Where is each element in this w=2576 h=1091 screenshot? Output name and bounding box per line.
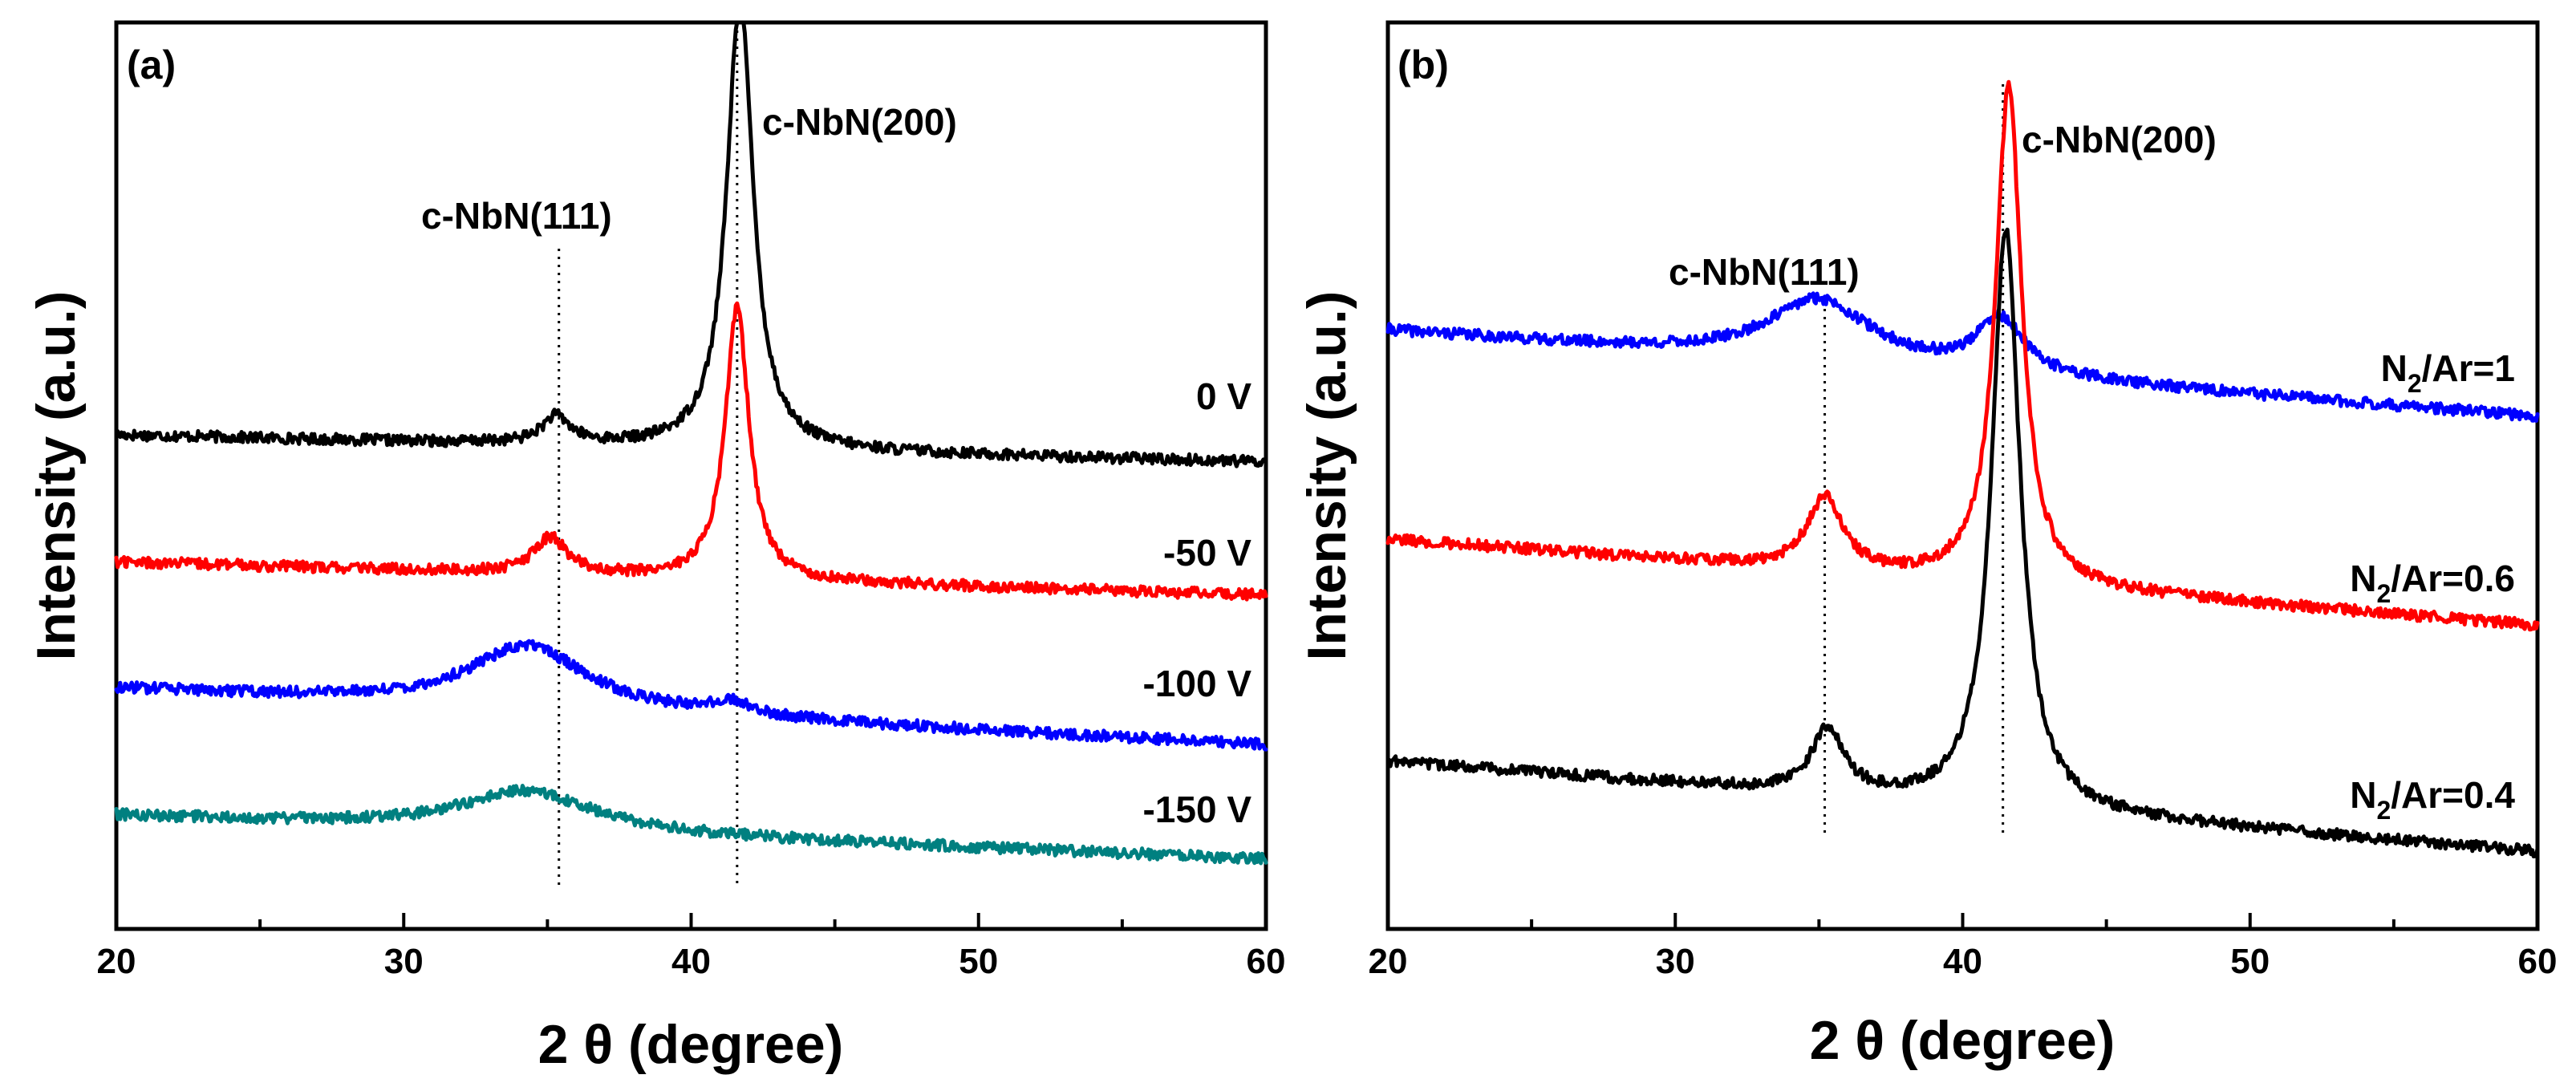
series-label-main: N [2350, 558, 2376, 599]
series-label-n2ar-06: N2/Ar=0.6 [2350, 558, 2515, 608]
series-label-0v: 0 V [1196, 375, 1251, 417]
series-label-150v: -150 V [1142, 789, 1251, 830]
x-tick-label: 60 [1247, 942, 1286, 981]
series-label-subscript: 2 [2376, 579, 2391, 608]
series-label-n2ar-04: N2/Ar=0.4 [2350, 774, 2515, 825]
series-trace [114, 784, 1268, 866]
series-label-main: N [2350, 774, 2376, 816]
series-trace [1385, 291, 2540, 423]
panel-label: (b) [1398, 43, 1449, 87]
panel-b: 20 30 40 50 60 (b) c-NbN(111) c-NbN(200) N2/… [1296, 20, 2558, 1071]
x-tick-label: 40 [1943, 942, 1982, 981]
x-tick-label: 50 [2230, 942, 2270, 981]
x-axis-label: 2 θ (degree) [1810, 1010, 2116, 1071]
series-label-50v: -50 V [1163, 532, 1251, 574]
series-trace [114, 301, 1268, 602]
panel-a: 20 30 40 50 60 (a) c-NbN(111) c-NbN(200) 0 V… [26, 20, 1286, 1075]
series-label-rest: /Ar=1 [2422, 347, 2515, 389]
series-label-subscript: 2 [2408, 369, 2422, 398]
peak-label-200: c-NbN(200) [762, 101, 957, 143]
series-label-rest: /Ar=0.6 [2391, 558, 2515, 599]
series-trace [1385, 79, 2540, 632]
series-trace [114, 20, 1268, 468]
series-label-subscript: 2 [2376, 796, 2391, 825]
x-tick-label: 30 [1656, 942, 1695, 981]
x-tick-label: 60 [2518, 942, 2558, 981]
series-label-n2ar-1: N2/Ar=1 [2381, 347, 2515, 398]
y-axis-label: Intensity (a.u.) [26, 291, 87, 661]
peak-label-111: c-NbN(111) [1669, 251, 1860, 293]
x-tick-label: 40 [671, 942, 711, 981]
series-trace [1385, 227, 2540, 858]
series-label-rest: /Ar=0.4 [2391, 774, 2515, 816]
panel-a-frame [114, 20, 1268, 931]
peak-label-200: c-NbN(200) [2022, 119, 2217, 160]
x-tick-label: 30 [384, 942, 424, 981]
x-axis-label: 2 θ (degree) [538, 1014, 844, 1075]
x-tick-label: 50 [959, 942, 998, 981]
x-tick-label: 20 [1369, 942, 1408, 981]
panel-label: (a) [127, 43, 176, 87]
series-label-100v: -100 V [1142, 663, 1251, 704]
x-tick-label: 20 [97, 942, 136, 981]
y-axis-label: Intensity (a.u.) [1296, 291, 1357, 661]
peak-label-111: c-NbN(111) [421, 195, 612, 237]
series-trace [114, 639, 1268, 752]
series-label-main: N [2381, 347, 2408, 389]
